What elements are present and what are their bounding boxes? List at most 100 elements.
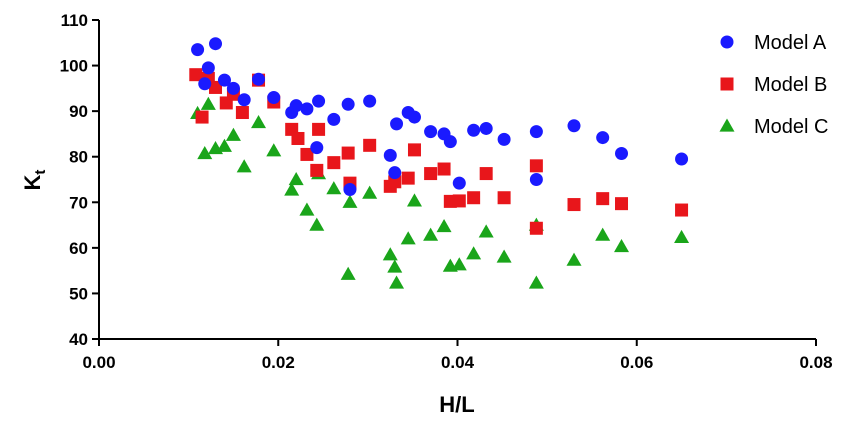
data-point-square (310, 163, 324, 177)
y-tick-label: 100 (60, 57, 88, 76)
data-point-circle (209, 37, 223, 51)
data-point-circle (675, 152, 689, 166)
data-point-square (529, 159, 543, 173)
legend-marker-triangle (719, 118, 735, 132)
data-point-triangle (200, 96, 216, 110)
data-point-circle (479, 121, 493, 135)
data-point-triangle (478, 224, 494, 238)
data-point-circle (310, 141, 324, 155)
data-point-square (407, 143, 421, 157)
data-point-square (467, 191, 481, 205)
data-point-circle (452, 176, 466, 190)
data-point-circle (191, 43, 205, 57)
data-point-circle (327, 112, 341, 126)
data-point-square (363, 138, 377, 152)
data-point-square (424, 167, 438, 181)
data-point-square (235, 106, 249, 120)
data-point-circle (201, 61, 215, 75)
data-point-circle (226, 81, 240, 95)
data-point-square (291, 131, 305, 145)
series-square-group (189, 68, 689, 235)
data-points (189, 37, 690, 289)
data-point-triangle (236, 159, 252, 173)
data-point-circle (390, 117, 404, 131)
data-point-triangle (674, 229, 690, 244)
data-point-square (437, 162, 451, 176)
data-point-square (497, 191, 511, 205)
data-point-circle (407, 110, 421, 124)
data-point-triangle (566, 252, 582, 266)
legend-label: Model B (754, 74, 827, 96)
data-point-circle (341, 97, 355, 111)
data-point-triangle (326, 181, 342, 195)
data-point-triangle (342, 194, 358, 208)
data-point-square (401, 171, 415, 185)
data-point-triangle (451, 257, 467, 271)
data-point-circle (300, 102, 314, 116)
data-point-square (300, 147, 314, 161)
data-point-circle (237, 93, 251, 107)
data-point-square (675, 203, 689, 217)
data-point-triangle (362, 185, 378, 199)
data-point-triangle (423, 227, 439, 241)
data-point-square (529, 221, 543, 235)
data-point-circle (267, 90, 281, 104)
y-axis-title-main: K (20, 174, 45, 190)
data-point-square (388, 175, 402, 189)
data-point-circle (424, 125, 438, 139)
data-point-triangle (436, 218, 452, 233)
data-point-circle (217, 73, 231, 87)
data-point-triangle (309, 217, 325, 231)
data-point-triangle (400, 231, 416, 245)
data-point-circle (567, 119, 581, 133)
data-point-square (596, 192, 610, 206)
data-point-triangle (197, 146, 213, 160)
y-tick-label: 90 (69, 102, 88, 121)
data-point-circle (343, 183, 357, 197)
data-point-circle (383, 148, 397, 162)
y-tick-label: 110 (61, 11, 88, 30)
data-point-triangle (614, 238, 630, 253)
x-tick-label: 0.02 (262, 353, 295, 372)
x-axis-title: H/L (439, 392, 474, 417)
x-tick-label: 0.00 (82, 353, 115, 372)
data-point-circle (596, 131, 610, 145)
y-tick-label: 60 (69, 239, 88, 258)
data-point-square (567, 198, 581, 212)
data-point-square (195, 110, 209, 124)
data-point-square (312, 122, 326, 136)
data-point-triangle (406, 193, 422, 207)
data-point-circle (252, 72, 266, 86)
y-tick-label: 70 (69, 193, 88, 212)
data-point-triangle (595, 227, 611, 241)
y-axis-title-subscript: t (32, 170, 49, 175)
data-point-triangle (340, 266, 356, 280)
series-circle-group (191, 37, 689, 197)
data-point-square (615, 197, 629, 211)
data-point-circle (497, 132, 511, 146)
x-tick-label: 0.08 (799, 353, 832, 372)
data-point-square (341, 146, 355, 160)
data-point-circle (529, 173, 543, 186)
y-tick-label: 50 (69, 284, 88, 303)
data-point-triangle (466, 246, 482, 260)
data-point-circle (388, 166, 402, 180)
data-point-triangle (299, 202, 315, 216)
data-point-square (209, 80, 223, 94)
y-ticks: 40 50 60 70 80 90 100 110 (60, 11, 99, 349)
x-ticks: 0.00 0.02 0.04 0.06 0.08 (82, 339, 833, 372)
legend-marker-circle (720, 35, 734, 49)
data-point-square (327, 156, 341, 170)
data-point-triangle (225, 127, 241, 141)
data-point-circle (312, 94, 326, 108)
legend-marker-square (720, 77, 734, 91)
data-point-circle (289, 99, 303, 113)
data-point-circle (443, 135, 457, 149)
data-point-circle (198, 77, 212, 91)
data-point-triangle (528, 275, 544, 289)
data-point-square (479, 167, 493, 181)
data-point-triangle (266, 143, 282, 157)
x-tick-label: 0.06 (620, 353, 653, 372)
x-tick-label: 0.04 (441, 353, 475, 372)
data-point-circle (363, 94, 377, 108)
